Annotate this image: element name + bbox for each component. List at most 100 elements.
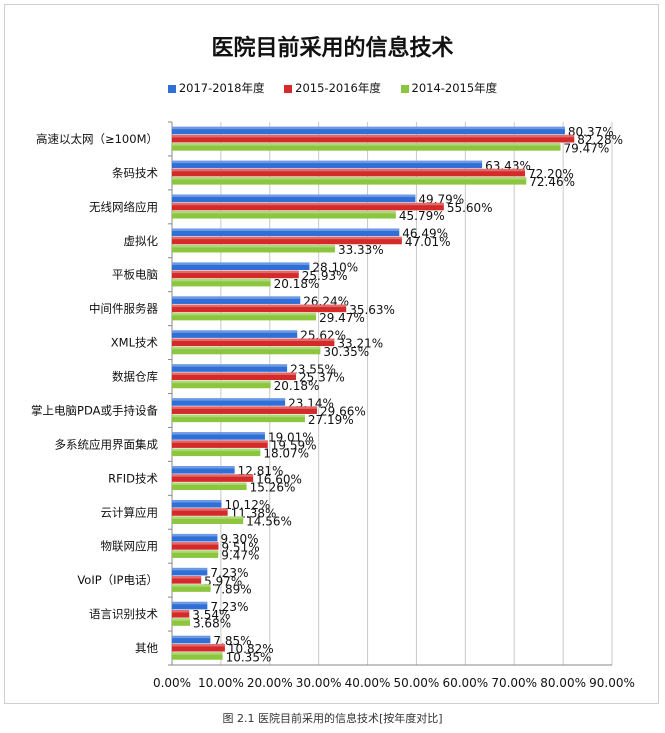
x-tick-label: 50.00% bbox=[394, 676, 440, 690]
bar-0 bbox=[172, 262, 310, 271]
bar-highlight bbox=[172, 236, 402, 240]
bar-highlight bbox=[172, 346, 321, 350]
bar-1 bbox=[172, 134, 575, 143]
bar-highlight bbox=[172, 270, 299, 274]
category-label: 云计算应用 bbox=[101, 505, 159, 519]
bar-2 bbox=[172, 312, 317, 321]
data-label: 47.01% bbox=[405, 235, 451, 249]
data-label: 7.89% bbox=[214, 582, 252, 596]
bar-0 bbox=[172, 499, 222, 508]
bar-2 bbox=[172, 550, 219, 558]
data-label: 9.51% bbox=[221, 540, 259, 554]
bar-highlight bbox=[172, 202, 444, 206]
bar-2 bbox=[172, 584, 211, 592]
bar-2 bbox=[172, 143, 561, 151]
data-label: 33.33% bbox=[338, 243, 384, 257]
bar-highlight bbox=[172, 533, 218, 537]
bar-2 bbox=[172, 346, 321, 355]
data-label: 33.21% bbox=[337, 337, 383, 351]
bar-0 bbox=[172, 533, 218, 542]
data-label: 23.55% bbox=[290, 362, 336, 376]
bar-1 bbox=[172, 576, 202, 584]
bar-1 bbox=[172, 440, 268, 448]
bar-2 bbox=[172, 482, 247, 491]
data-label: 7.23% bbox=[210, 600, 248, 614]
data-label: 10.12% bbox=[224, 498, 270, 512]
bar-highlight bbox=[172, 567, 208, 571]
data-label: 55.60% bbox=[447, 201, 493, 215]
bar-highlight bbox=[172, 210, 396, 214]
data-label: 9.47% bbox=[221, 549, 259, 563]
bar-0 bbox=[172, 160, 483, 169]
bar-0 bbox=[172, 228, 400, 237]
data-label: 15.26% bbox=[250, 481, 296, 495]
bar-highlight bbox=[172, 466, 235, 469]
legend-item-0: 2017-2018年度 bbox=[167, 80, 265, 96]
bar-highlight bbox=[172, 432, 265, 435]
bar-highlight bbox=[172, 330, 298, 333]
category-label: 掌上电脑PDA或手持设备 bbox=[31, 403, 158, 417]
bar-highlight bbox=[172, 143, 561, 146]
bar-2 bbox=[172, 516, 244, 524]
category-label: 语言识别技术 bbox=[89, 607, 158, 621]
chart-frame bbox=[4, 4, 659, 704]
bar-highlight bbox=[172, 364, 288, 367]
x-tick-label: 30.00% bbox=[296, 676, 342, 690]
bar-highlight bbox=[172, 372, 297, 375]
figure-caption: 图 2.1 医院目前采用的信息技术[按年度对比] bbox=[222, 712, 443, 725]
bar-1 bbox=[172, 270, 299, 279]
category-label: 虚拟化 bbox=[124, 234, 159, 248]
bar-highlight bbox=[172, 414, 305, 418]
x-tick-label: 70.00% bbox=[491, 676, 537, 690]
x-tick-label: 0.00% bbox=[153, 676, 191, 690]
bar-highlight bbox=[172, 576, 202, 579]
bar-highlight bbox=[172, 398, 286, 401]
data-label: 45.79% bbox=[399, 209, 445, 223]
bar-0 bbox=[172, 194, 416, 203]
category-label: 物联网应用 bbox=[101, 539, 159, 553]
bar-highlight bbox=[172, 406, 318, 409]
data-label: 25.37% bbox=[299, 371, 345, 385]
data-label: 28.10% bbox=[312, 261, 358, 275]
bar-highlight bbox=[172, 134, 575, 138]
bar-highlight bbox=[172, 160, 483, 164]
bar-1 bbox=[172, 609, 190, 618]
legend-item-1: 2015-2016年度 bbox=[284, 80, 381, 96]
bar-1 bbox=[172, 372, 297, 381]
category-label: VoIP（IP电话） bbox=[77, 573, 158, 587]
bar-highlight bbox=[172, 643, 225, 647]
data-label: 19.01% bbox=[268, 430, 314, 444]
bar-highlight bbox=[172, 448, 261, 452]
bar-highlight bbox=[172, 278, 271, 282]
data-label: 16.60% bbox=[256, 472, 302, 486]
bar-2 bbox=[172, 177, 527, 185]
bar-1 bbox=[172, 236, 402, 245]
data-label: 9.30% bbox=[220, 532, 258, 546]
legend-swatch bbox=[167, 84, 176, 93]
bar-highlight bbox=[172, 516, 244, 519]
category-label: 无线网络应用 bbox=[89, 200, 158, 214]
bar-1 bbox=[172, 202, 444, 211]
category-label: XML技术 bbox=[111, 336, 159, 350]
legend-label: 2014-2015年度 bbox=[411, 81, 498, 95]
bar-highlight bbox=[172, 296, 301, 299]
bar-1 bbox=[172, 338, 335, 347]
bar-highlight bbox=[172, 584, 211, 587]
data-label: 14.56% bbox=[246, 515, 292, 529]
bar-highlight bbox=[172, 609, 190, 613]
bar-1 bbox=[172, 406, 318, 414]
bar-2 bbox=[172, 380, 271, 389]
data-label: 82.28% bbox=[577, 133, 623, 147]
data-label: 10.35% bbox=[226, 650, 272, 664]
bar-2 bbox=[172, 210, 396, 219]
bar-1 bbox=[172, 304, 347, 313]
bar-1 bbox=[172, 643, 225, 652]
data-label: 20.18% bbox=[274, 379, 320, 393]
data-label: 19.59% bbox=[271, 439, 317, 453]
data-label: 35.63% bbox=[349, 303, 395, 317]
category-label: 条码技术 bbox=[112, 166, 158, 180]
bar-highlight bbox=[172, 440, 268, 443]
bar-1 bbox=[172, 474, 254, 482]
bar-1 bbox=[172, 542, 219, 550]
